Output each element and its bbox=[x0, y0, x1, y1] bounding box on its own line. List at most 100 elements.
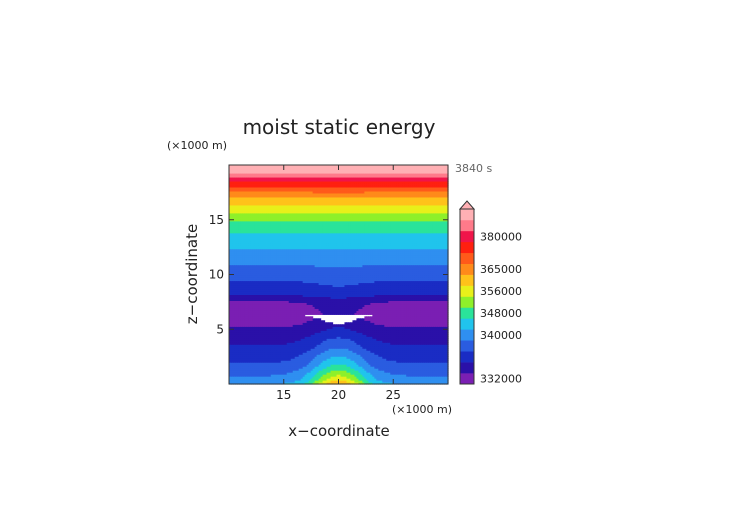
field-cell bbox=[252, 362, 256, 365]
field-cell bbox=[406, 380, 409, 383]
field-cell bbox=[424, 354, 427, 357]
field-cell bbox=[402, 344, 405, 347]
field-cell bbox=[330, 356, 334, 359]
field-cell bbox=[276, 368, 280, 371]
field-cell bbox=[246, 348, 250, 351]
field-cell bbox=[400, 378, 403, 381]
field-cell bbox=[442, 366, 445, 369]
field-cell bbox=[434, 352, 437, 355]
field-cell bbox=[366, 348, 369, 351]
field-cell bbox=[402, 370, 405, 373]
field-cell bbox=[432, 372, 435, 375]
field-cell bbox=[388, 380, 391, 383]
field-cell bbox=[416, 370, 419, 373]
field-cell bbox=[236, 376, 240, 379]
field-cell bbox=[302, 342, 306, 345]
field-cell bbox=[432, 358, 435, 361]
field-cell bbox=[290, 370, 294, 373]
field-cell bbox=[246, 370, 250, 373]
field-cell bbox=[436, 354, 439, 357]
field-cell bbox=[418, 352, 421, 355]
field-cell bbox=[300, 374, 304, 377]
field-cell bbox=[252, 366, 256, 369]
field-cell bbox=[356, 364, 360, 367]
field-cell bbox=[386, 340, 389, 343]
field-cell bbox=[278, 362, 282, 365]
field-cell bbox=[368, 358, 371, 361]
field-cell bbox=[348, 356, 352, 359]
field-cell bbox=[368, 374, 371, 377]
field-cell bbox=[440, 364, 443, 367]
field-cell bbox=[390, 370, 393, 373]
field-cell bbox=[334, 364, 338, 367]
field-cell bbox=[386, 354, 389, 357]
field-cell bbox=[316, 366, 320, 369]
field-cell bbox=[438, 350, 441, 353]
field-cell bbox=[294, 358, 298, 361]
field-cell bbox=[324, 366, 328, 369]
field-cell bbox=[358, 356, 361, 359]
field-cell bbox=[326, 338, 330, 341]
field-cell bbox=[378, 338, 381, 341]
field-cell bbox=[260, 350, 264, 353]
field-cell bbox=[310, 352, 314, 355]
field-cell bbox=[230, 352, 234, 355]
field-cell bbox=[406, 376, 409, 379]
field-cell bbox=[432, 382, 435, 385]
field-cell bbox=[268, 354, 272, 357]
field-cell bbox=[306, 346, 310, 349]
field-cell bbox=[314, 376, 318, 379]
field-cell bbox=[272, 382, 276, 385]
field-cell bbox=[390, 352, 393, 355]
field-cell bbox=[244, 336, 248, 339]
field-cell bbox=[436, 342, 439, 345]
field-cell bbox=[348, 340, 352, 343]
field-cell bbox=[270, 378, 274, 381]
field-cell bbox=[320, 346, 324, 349]
field-cell bbox=[286, 376, 290, 379]
field-cell bbox=[416, 374, 419, 377]
field-cell bbox=[428, 378, 431, 381]
field-cell bbox=[376, 364, 379, 367]
field-cell bbox=[240, 346, 244, 349]
field-cell bbox=[264, 366, 268, 369]
field-cell bbox=[338, 356, 342, 359]
field-cell bbox=[392, 346, 395, 349]
field-cell bbox=[288, 376, 292, 379]
field-cell bbox=[234, 368, 238, 371]
field-cell bbox=[362, 350, 365, 353]
field-cell bbox=[284, 366, 288, 369]
field-cell bbox=[398, 360, 401, 363]
field-cell bbox=[268, 340, 272, 343]
field-cell bbox=[360, 368, 363, 371]
field-cell bbox=[332, 342, 336, 345]
field-cell bbox=[284, 374, 288, 377]
field-cell bbox=[266, 366, 270, 369]
field-cell bbox=[278, 360, 282, 363]
field-cell bbox=[266, 342, 270, 345]
field-cell bbox=[229, 380, 232, 383]
field-cell bbox=[348, 348, 352, 351]
field-cell bbox=[386, 366, 389, 369]
field-cell bbox=[252, 352, 256, 355]
field-cell bbox=[334, 350, 338, 353]
field-cell bbox=[322, 368, 326, 371]
field-cell bbox=[374, 352, 377, 355]
field-cell bbox=[418, 382, 421, 385]
field-cell bbox=[368, 372, 371, 375]
field-cell bbox=[378, 356, 381, 359]
field-cell bbox=[342, 360, 346, 363]
field-cell bbox=[230, 344, 234, 347]
field-cell bbox=[302, 338, 306, 341]
field-cell bbox=[330, 374, 334, 377]
field-cell bbox=[348, 372, 352, 375]
field-cell bbox=[238, 358, 242, 361]
field-cell bbox=[278, 336, 282, 339]
field-cell bbox=[314, 382, 318, 385]
field-cell bbox=[420, 380, 423, 383]
field-cell bbox=[416, 350, 419, 353]
field-cell bbox=[258, 364, 262, 367]
field-cell bbox=[230, 356, 234, 359]
field-cell bbox=[268, 346, 272, 349]
field-cell bbox=[326, 370, 330, 373]
